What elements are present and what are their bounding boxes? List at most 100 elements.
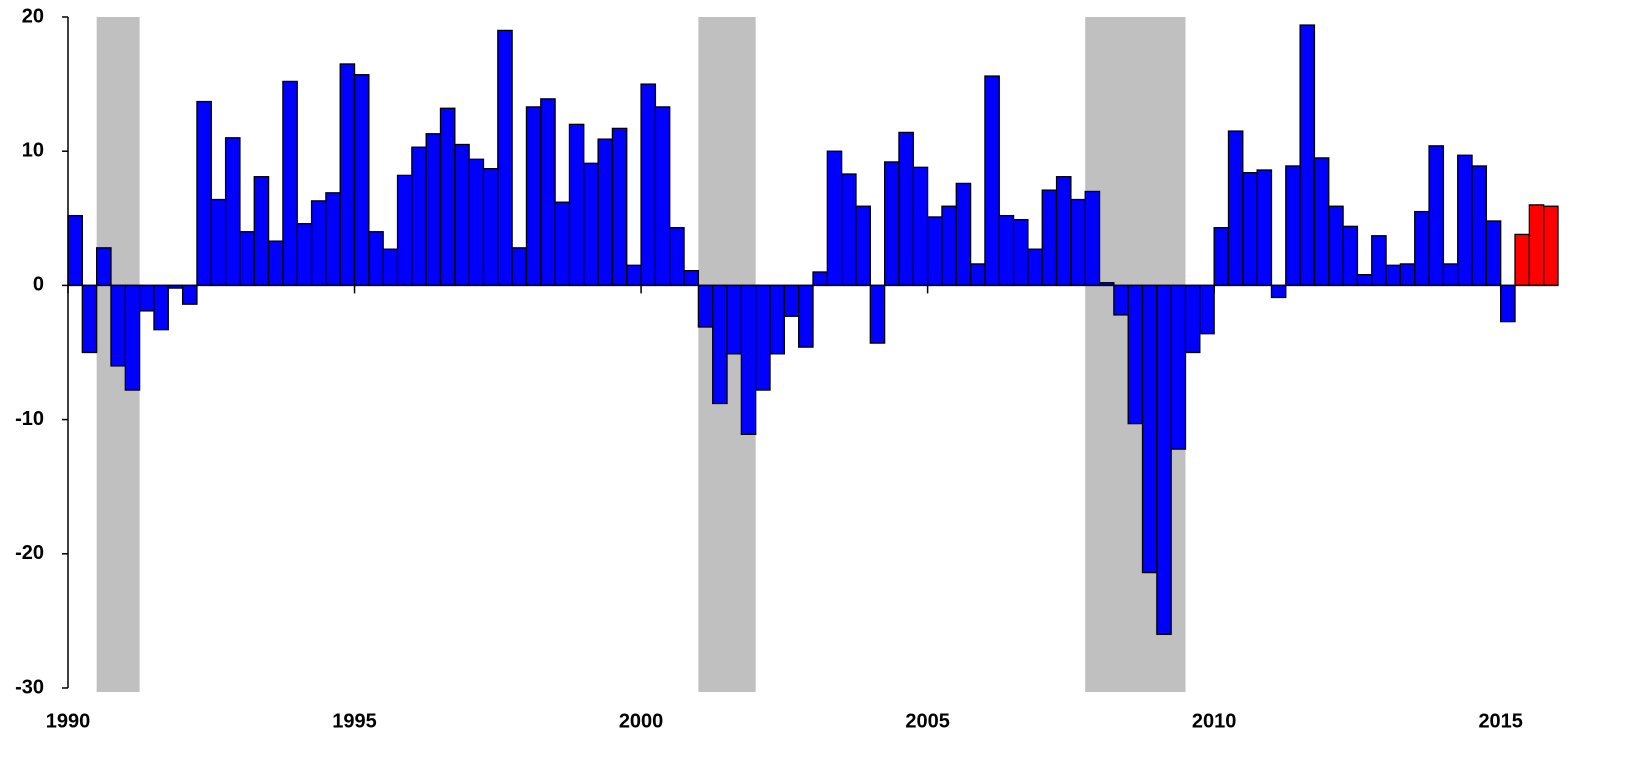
bar (1184, 284, 1201, 354)
bar (468, 158, 485, 287)
bar (110, 284, 126, 367)
y-tick-label: -20 (15, 542, 44, 564)
bar (497, 29, 513, 287)
bar (1399, 263, 1416, 287)
bar (568, 123, 585, 287)
bar (941, 205, 957, 287)
bar (296, 223, 313, 287)
bar (554, 201, 571, 287)
bar (841, 173, 857, 287)
bar (1485, 220, 1502, 287)
bar (1070, 198, 1086, 287)
bar (482, 167, 499, 287)
bar (138, 284, 155, 312)
bar (669, 227, 685, 287)
bar (1170, 284, 1187, 450)
x-tick-label: 1990 (46, 710, 91, 732)
bar (1141, 284, 1158, 574)
bar (1299, 24, 1316, 287)
bar (1084, 190, 1101, 287)
bar (683, 269, 700, 287)
bar (253, 176, 270, 287)
bar (382, 248, 399, 287)
bar (96, 247, 112, 287)
bar (826, 150, 843, 287)
x-tick-label: 1995 (332, 710, 377, 732)
bar (969, 263, 986, 287)
bar (196, 100, 212, 287)
y-tick-label: 10 (22, 139, 44, 161)
bar (1442, 263, 1459, 287)
y-tick-label: 0 (33, 274, 44, 296)
bar (626, 264, 642, 287)
bar (611, 127, 628, 287)
bar (1457, 154, 1473, 287)
bar (998, 214, 1015, 287)
bar (425, 133, 442, 287)
bar (1012, 218, 1029, 287)
y-tick-label: -30 (15, 676, 44, 698)
bar (1285, 165, 1301, 287)
bar (1055, 176, 1072, 287)
bar (640, 83, 657, 287)
bar (1543, 205, 1559, 287)
bar (984, 75, 1000, 287)
bar (1328, 205, 1344, 287)
bar (325, 192, 341, 287)
bar (755, 284, 771, 391)
bar (1356, 274, 1373, 287)
bar (1313, 157, 1330, 287)
bar (153, 284, 169, 331)
bar (310, 200, 327, 287)
bar (1414, 210, 1430, 287)
y-tick-label: 20 (22, 5, 44, 27)
bar (783, 284, 800, 317)
bar (726, 284, 743, 355)
bar (454, 143, 470, 287)
bar (1027, 248, 1043, 287)
bar (525, 106, 542, 287)
bar (855, 205, 871, 287)
bar (912, 166, 929, 287)
x-tick-label: 2015 (1478, 710, 1523, 732)
bar (1471, 165, 1488, 287)
bar (511, 247, 528, 287)
bar (812, 271, 828, 287)
bar (396, 174, 413, 287)
bar (267, 240, 284, 287)
bar (798, 284, 814, 348)
bar (1041, 189, 1058, 287)
bar (1242, 172, 1258, 287)
bar (697, 284, 714, 328)
bar (1342, 225, 1359, 287)
bar (81, 284, 98, 354)
x-tick-label: 2010 (1192, 710, 1237, 732)
bar (869, 284, 886, 344)
bar (769, 284, 785, 355)
bar (1256, 169, 1273, 287)
bar (740, 284, 757, 436)
bar (67, 214, 83, 287)
bar (353, 74, 370, 287)
bar (583, 162, 599, 287)
bar (1199, 284, 1215, 335)
bar (597, 138, 614, 287)
bar (1113, 284, 1129, 316)
bar (654, 106, 671, 287)
bar (368, 231, 384, 287)
bar (439, 107, 456, 287)
bar (1227, 130, 1244, 287)
bar (224, 137, 241, 287)
bar (411, 146, 427, 287)
bar (1213, 227, 1230, 287)
bar (540, 98, 556, 287)
bar (898, 131, 914, 287)
bar (1528, 204, 1545, 287)
bar (1385, 264, 1402, 287)
bar (339, 63, 356, 287)
x-tick-label: 2000 (619, 710, 664, 732)
bar (1371, 235, 1387, 287)
x-tick-label: 2005 (905, 710, 950, 732)
bar (239, 231, 255, 287)
